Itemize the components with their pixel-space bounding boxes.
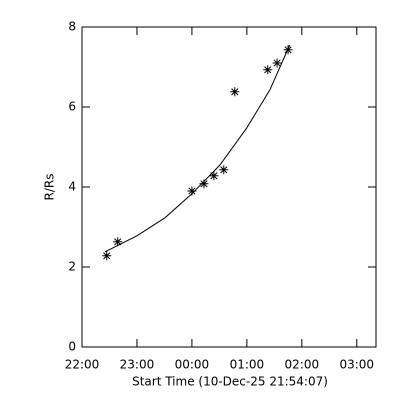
fit-line <box>104 44 291 253</box>
y-axis-label: R/Rs <box>43 174 57 201</box>
x-axis-label: Start Time (10-Dec-25 21:54:07) <box>132 375 328 389</box>
x-tick-label: 02:00 <box>285 358 320 372</box>
data-point <box>113 237 123 247</box>
data-point <box>263 65 273 75</box>
x-tick-label: 03:00 <box>339 358 374 372</box>
data-point <box>230 87 240 97</box>
x-tick-label: 01:00 <box>230 358 265 372</box>
y-tick-label: 8 <box>68 20 76 34</box>
y-tick-label: 6 <box>68 100 76 114</box>
y-tick-label: 2 <box>68 260 76 274</box>
data-point <box>272 58 282 68</box>
data-point <box>209 171 219 181</box>
data-point <box>199 179 209 189</box>
data-point <box>102 251 112 261</box>
data-point <box>219 165 229 175</box>
x-tick-label: 23:00 <box>120 358 155 372</box>
y-tick-label: 0 <box>68 340 76 354</box>
y-tick-label: 4 <box>68 180 76 194</box>
data-point <box>187 186 197 196</box>
x-tick-label: 00:00 <box>175 358 210 372</box>
x-tick-label: 22:00 <box>65 358 100 372</box>
